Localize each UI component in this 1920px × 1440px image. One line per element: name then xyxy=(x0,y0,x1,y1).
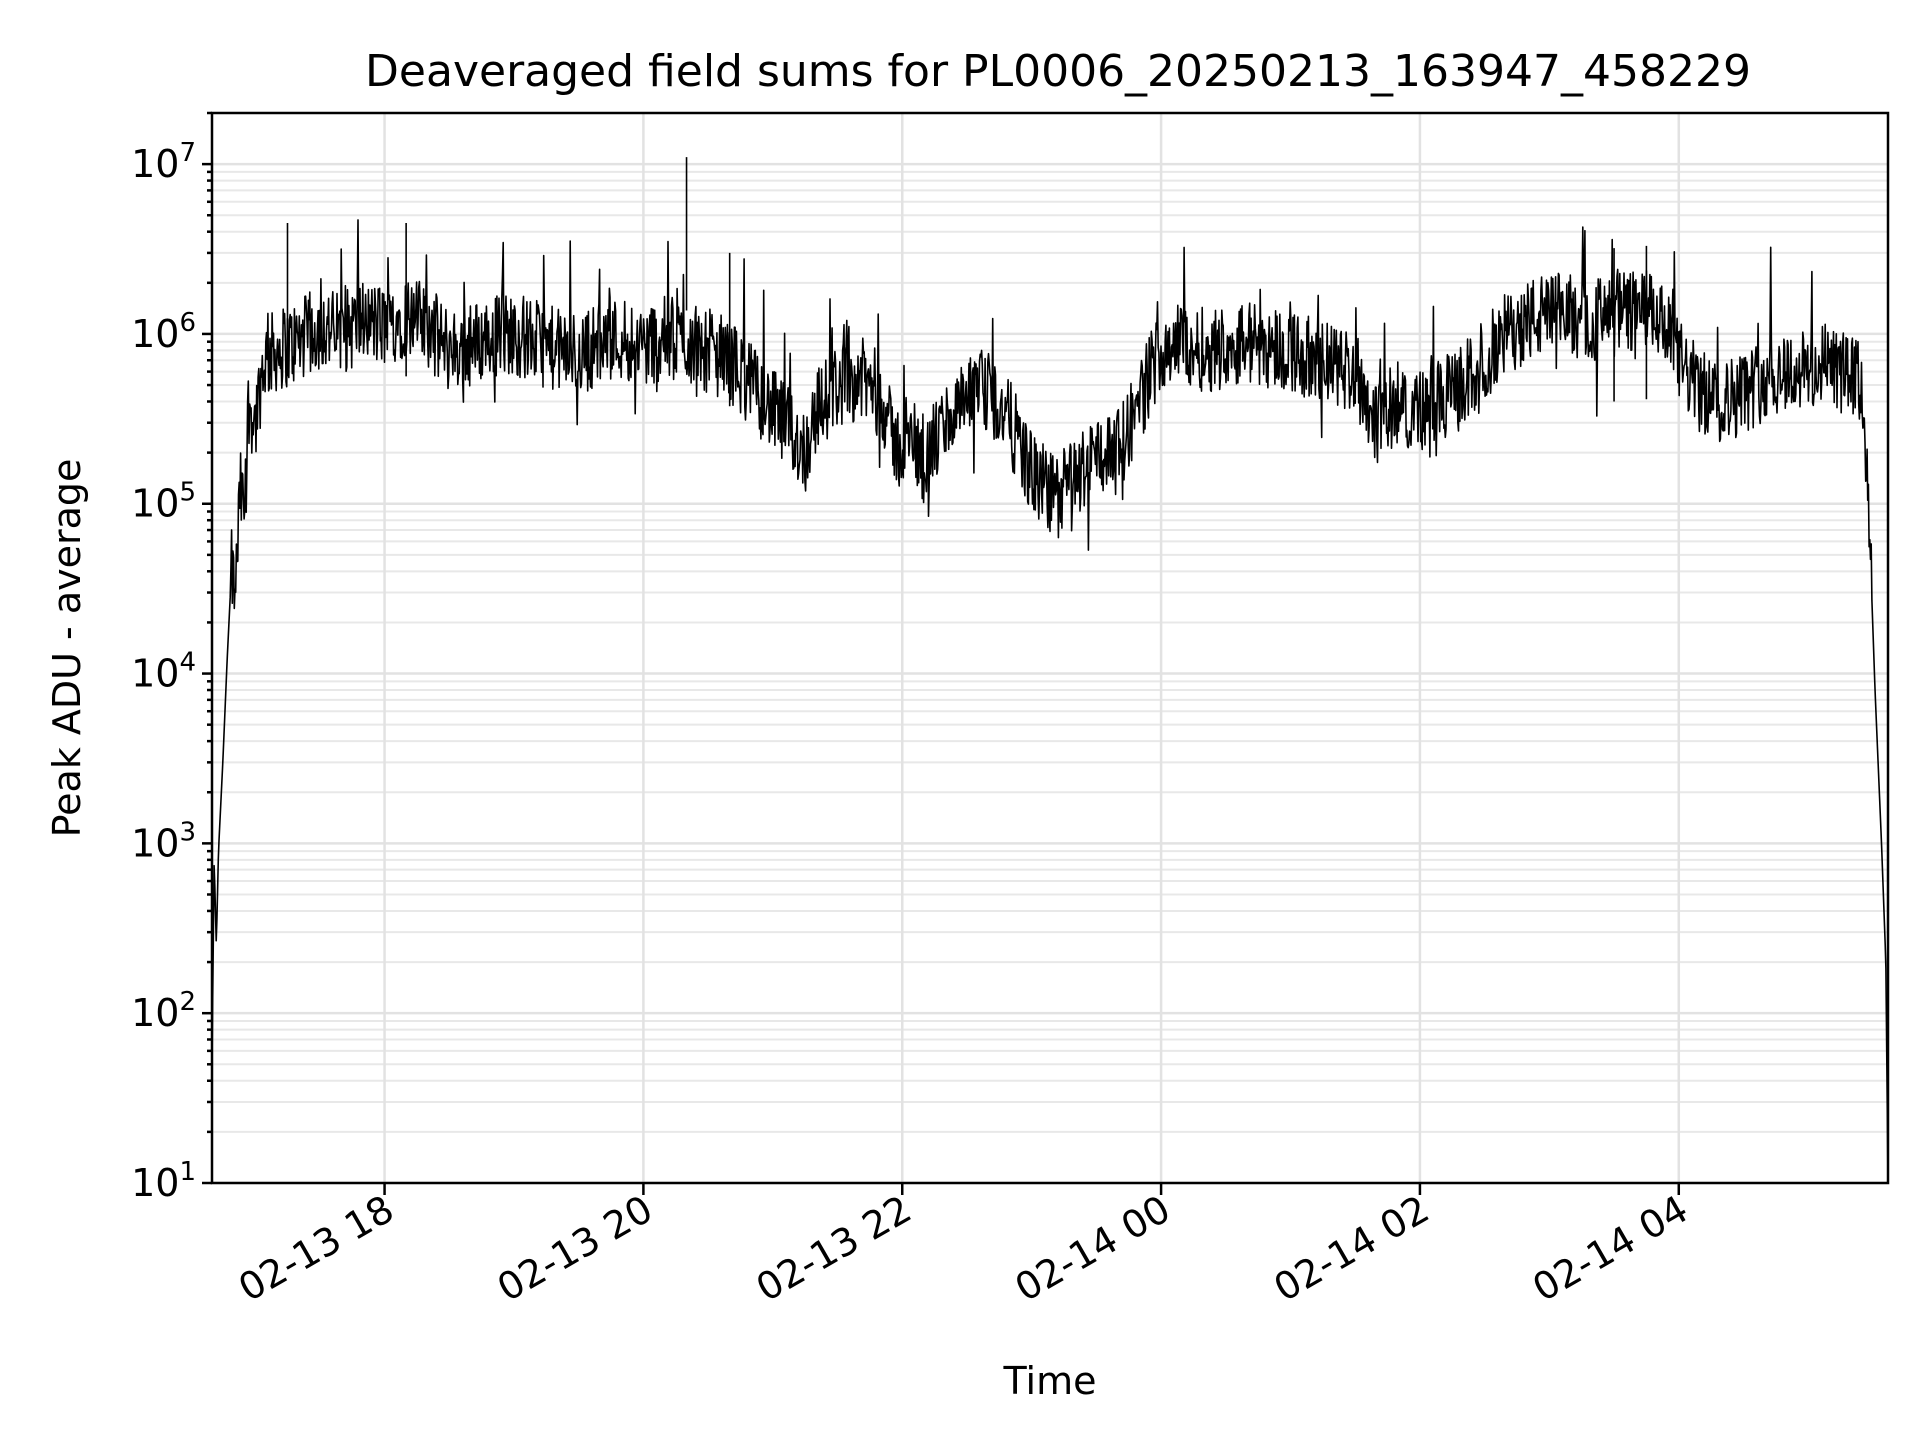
y-tick-label-exponent: 5 xyxy=(179,478,196,508)
grid xyxy=(212,112,1888,1185)
x-tick-label: 02-14 00 xyxy=(1008,1187,1178,1311)
y-tick-label-base: 10 xyxy=(131,1161,179,1205)
y-tick-label: 106 xyxy=(131,308,196,356)
y-tick-label-base: 10 xyxy=(131,991,179,1035)
y-tick-label-exponent: 1 xyxy=(179,1157,196,1187)
y-tick-label-base: 10 xyxy=(131,142,179,186)
y-tick-label: 103 xyxy=(131,817,196,865)
series-layer xyxy=(211,157,1889,1184)
y-tick-label-exponent: 2 xyxy=(179,987,196,1017)
chart-title: Deaveraged field sums for PL0006_2025021… xyxy=(365,46,1751,97)
y-tick-label-exponent: 3 xyxy=(179,817,196,847)
x-axis-label: Time xyxy=(1003,1359,1097,1403)
x-tick-label: 02-14 04 xyxy=(1525,1187,1695,1311)
y-tick-label-base: 10 xyxy=(131,312,179,356)
y-tick-label-exponent: 6 xyxy=(179,308,196,338)
series-line xyxy=(211,219,1889,1184)
x-tick-label: 02-13 18 xyxy=(231,1187,401,1311)
y-axis-label: Peak ADU - average xyxy=(45,459,89,838)
y-tick-label: 101 xyxy=(131,1157,196,1205)
y-tick-label-base: 10 xyxy=(131,821,179,865)
x-tick-label: 02-14 02 xyxy=(1266,1187,1436,1311)
y-tick-label-base: 10 xyxy=(131,482,179,526)
y-tick-label: 104 xyxy=(131,648,196,696)
y-tick-label-base: 10 xyxy=(131,652,179,696)
x-tick-label: 02-13 20 xyxy=(490,1187,660,1311)
y-tick-label: 105 xyxy=(131,478,196,526)
y-tick-label: 107 xyxy=(131,138,196,186)
plot-frame xyxy=(210,111,1890,1185)
y-tick-label-exponent: 4 xyxy=(179,648,196,678)
x-tick-label: 02-13 22 xyxy=(749,1187,919,1311)
y-tick-label: 102 xyxy=(131,987,196,1035)
y-tick-label-exponent: 7 xyxy=(179,138,196,168)
